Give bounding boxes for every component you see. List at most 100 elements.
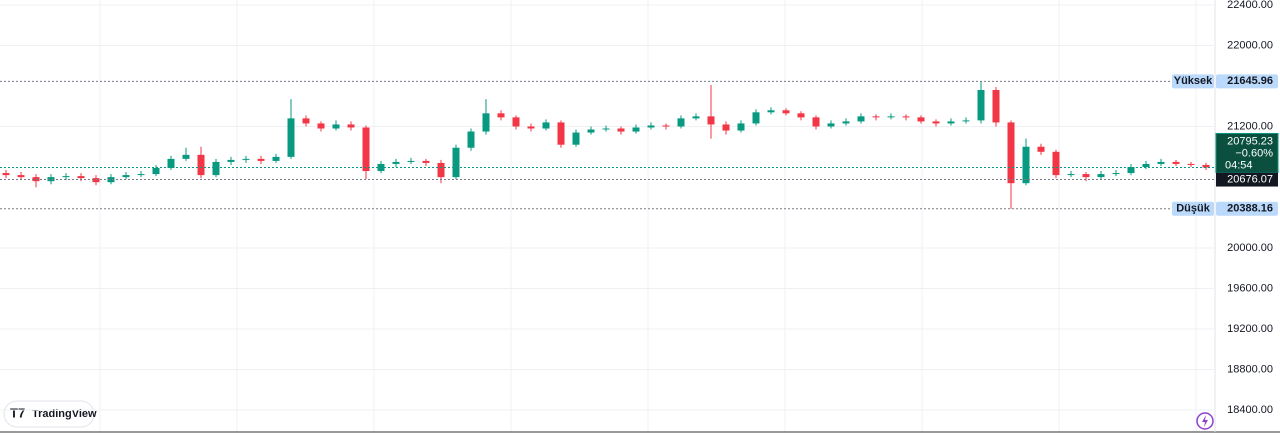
countdown: 04:54 xyxy=(1225,159,1253,171)
candle-body xyxy=(992,90,1000,123)
candle-body xyxy=(272,156,280,161)
y-tick-label: 21200.00 xyxy=(1227,120,1273,132)
candle-body xyxy=(1097,174,1105,178)
last-change: −0.60% xyxy=(1235,147,1273,159)
candle-body xyxy=(1067,174,1075,176)
candle-body xyxy=(1037,146,1045,152)
candle-body xyxy=(557,122,565,145)
candle-body xyxy=(542,122,550,129)
candle-body xyxy=(77,176,85,179)
candle-body xyxy=(332,124,340,129)
candle-body xyxy=(527,126,535,129)
candle-body xyxy=(47,177,55,182)
candle-body xyxy=(887,116,895,118)
candle-body xyxy=(1202,164,1210,168)
candle-body xyxy=(977,90,985,121)
candle-body xyxy=(812,117,820,127)
brand: TradingView xyxy=(32,408,97,420)
y-tick-label: 18400.00 xyxy=(1227,404,1273,416)
candle-body xyxy=(632,127,640,132)
candle-body xyxy=(107,177,115,183)
candle-body xyxy=(242,158,250,160)
candle-body xyxy=(1007,122,1015,184)
y-tick-label: 22000.00 xyxy=(1227,39,1273,51)
y-tick-label: 22400.00 xyxy=(1227,0,1273,11)
y-tick-label: 19200.00 xyxy=(1227,323,1273,335)
candle-body xyxy=(452,147,460,178)
candle-body xyxy=(2,173,10,176)
price-tag-label-bg xyxy=(1172,74,1214,89)
vertical-grid xyxy=(99,0,1197,432)
candle-body xyxy=(902,116,910,118)
candle-body xyxy=(407,160,415,162)
candle-body xyxy=(827,123,835,127)
candle-body xyxy=(17,175,25,178)
price-tag: 21645.96 xyxy=(1227,75,1273,87)
candle-body xyxy=(347,124,355,128)
brand-icon: T7 xyxy=(10,405,25,420)
candle-body xyxy=(1082,174,1090,178)
candle-body xyxy=(467,131,475,148)
y-tick-label: 19600.00 xyxy=(1227,282,1273,294)
price-tag-label: Yüksek xyxy=(1174,75,1213,87)
candle-body xyxy=(422,160,430,163)
price-tag-label-bg xyxy=(1172,201,1214,216)
candle-body xyxy=(167,158,175,168)
y-tick-label: 18800.00 xyxy=(1227,363,1273,375)
last-price: 20795.23 xyxy=(1227,135,1273,147)
candle-body xyxy=(932,121,940,124)
candle-body xyxy=(512,117,520,127)
candle-body xyxy=(962,120,970,122)
brand-badge xyxy=(3,400,95,428)
candle-body xyxy=(317,123,325,129)
candle-body xyxy=(857,116,865,122)
lightning-icon xyxy=(1202,415,1208,427)
candle-body xyxy=(917,117,925,122)
candle-body xyxy=(1187,163,1195,165)
prev-close: 20676.07 xyxy=(1227,173,1273,185)
candle-body xyxy=(1022,146,1030,184)
candle-body xyxy=(482,113,490,132)
candle-body xyxy=(617,128,625,132)
price-tag-bg xyxy=(1216,74,1278,89)
candle-body xyxy=(1112,173,1120,175)
candle-body xyxy=(767,110,775,113)
candle-body xyxy=(62,176,70,178)
candle-body xyxy=(1052,151,1060,176)
candle-body xyxy=(257,158,265,161)
candle-body xyxy=(182,154,190,159)
candle-body xyxy=(137,174,145,176)
candle-body xyxy=(602,128,610,130)
candle-body xyxy=(287,118,295,157)
candle-body xyxy=(842,121,850,124)
candle-body xyxy=(227,159,235,162)
price-tag-bg xyxy=(1216,201,1278,216)
candle-body xyxy=(1157,161,1165,164)
candle-body xyxy=(677,118,685,127)
candle-body xyxy=(692,116,700,119)
candle-body xyxy=(737,123,745,131)
candle-body xyxy=(1172,161,1180,164)
prev-close-bg xyxy=(1216,172,1278,187)
candle-body xyxy=(92,178,100,183)
candle-body xyxy=(1127,166,1135,174)
candle-body xyxy=(197,154,205,176)
candle-body xyxy=(782,110,790,114)
candle-body xyxy=(872,116,880,118)
candle-body xyxy=(302,118,310,124)
candle-body xyxy=(152,168,160,175)
candle-body xyxy=(947,121,955,124)
last-price-bg xyxy=(1215,132,1279,173)
candle-body xyxy=(587,129,595,133)
candle-body xyxy=(122,175,130,178)
candle-body xyxy=(497,113,505,118)
candle-body xyxy=(647,125,655,128)
candle-body xyxy=(707,116,715,125)
candle-body xyxy=(212,161,220,176)
candle-body xyxy=(662,125,670,127)
price-tag: 20388.16 xyxy=(1227,203,1273,215)
y-tick-label: 20000.00 xyxy=(1227,242,1273,254)
candle-body xyxy=(752,112,760,124)
